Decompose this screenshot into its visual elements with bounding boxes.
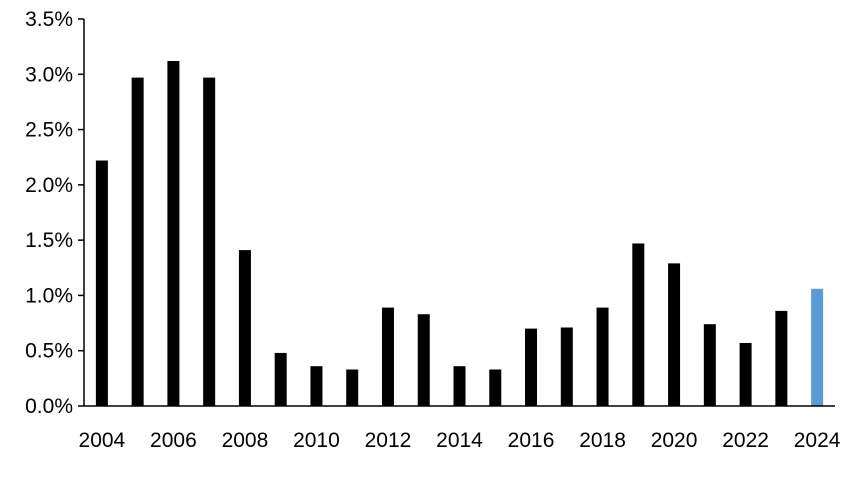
bar-2005 [131,77,144,407]
x-tick-label: 2024 [794,429,841,452]
y-tick-label: 2.5% [25,119,73,142]
bar-2016 [525,328,538,406]
bar-2006 [167,61,180,406]
x-tick-label: 2014 [436,429,483,452]
x-tick-label: 2012 [365,429,412,452]
x-tick-label: 2004 [79,429,126,452]
y-tick-label: 3.0% [25,63,73,86]
x-tick-label: 2018 [579,429,626,452]
bar-2014 [453,366,466,406]
bar-2009 [274,352,287,406]
bar-2007 [203,77,216,407]
y-tick-label: 2.0% [25,174,73,197]
bar-2023 [775,310,788,406]
x-tick-label: 2010 [293,429,340,452]
bar-2011 [346,369,359,406]
bar-2018 [596,307,609,406]
bar-2012 [381,307,394,406]
x-tick-label: 2016 [508,429,555,452]
bar-2022 [739,342,752,406]
bar-2008 [238,250,251,406]
bar-2020 [668,263,681,406]
x-tick-label: 2006 [150,429,197,452]
bar-2017 [560,327,573,406]
y-tick-label: 3.5% [25,8,73,31]
y-tick-label: 0.5% [25,340,73,363]
x-tick-label: 2020 [651,429,698,452]
y-tick-label: 0.0% [25,395,73,418]
bar-2013 [417,314,430,406]
bar-2021 [703,324,716,406]
bar-2004 [95,160,108,406]
bar-2010 [310,366,323,406]
x-tick-label: 2008 [222,429,269,452]
y-tick-label: 1.0% [25,284,73,307]
x-tick-label: 2022 [722,429,769,452]
bar-2019 [632,243,645,406]
y-tick-label: 1.5% [25,229,73,252]
bar-2015 [489,369,502,406]
bar-2024 [811,288,824,406]
